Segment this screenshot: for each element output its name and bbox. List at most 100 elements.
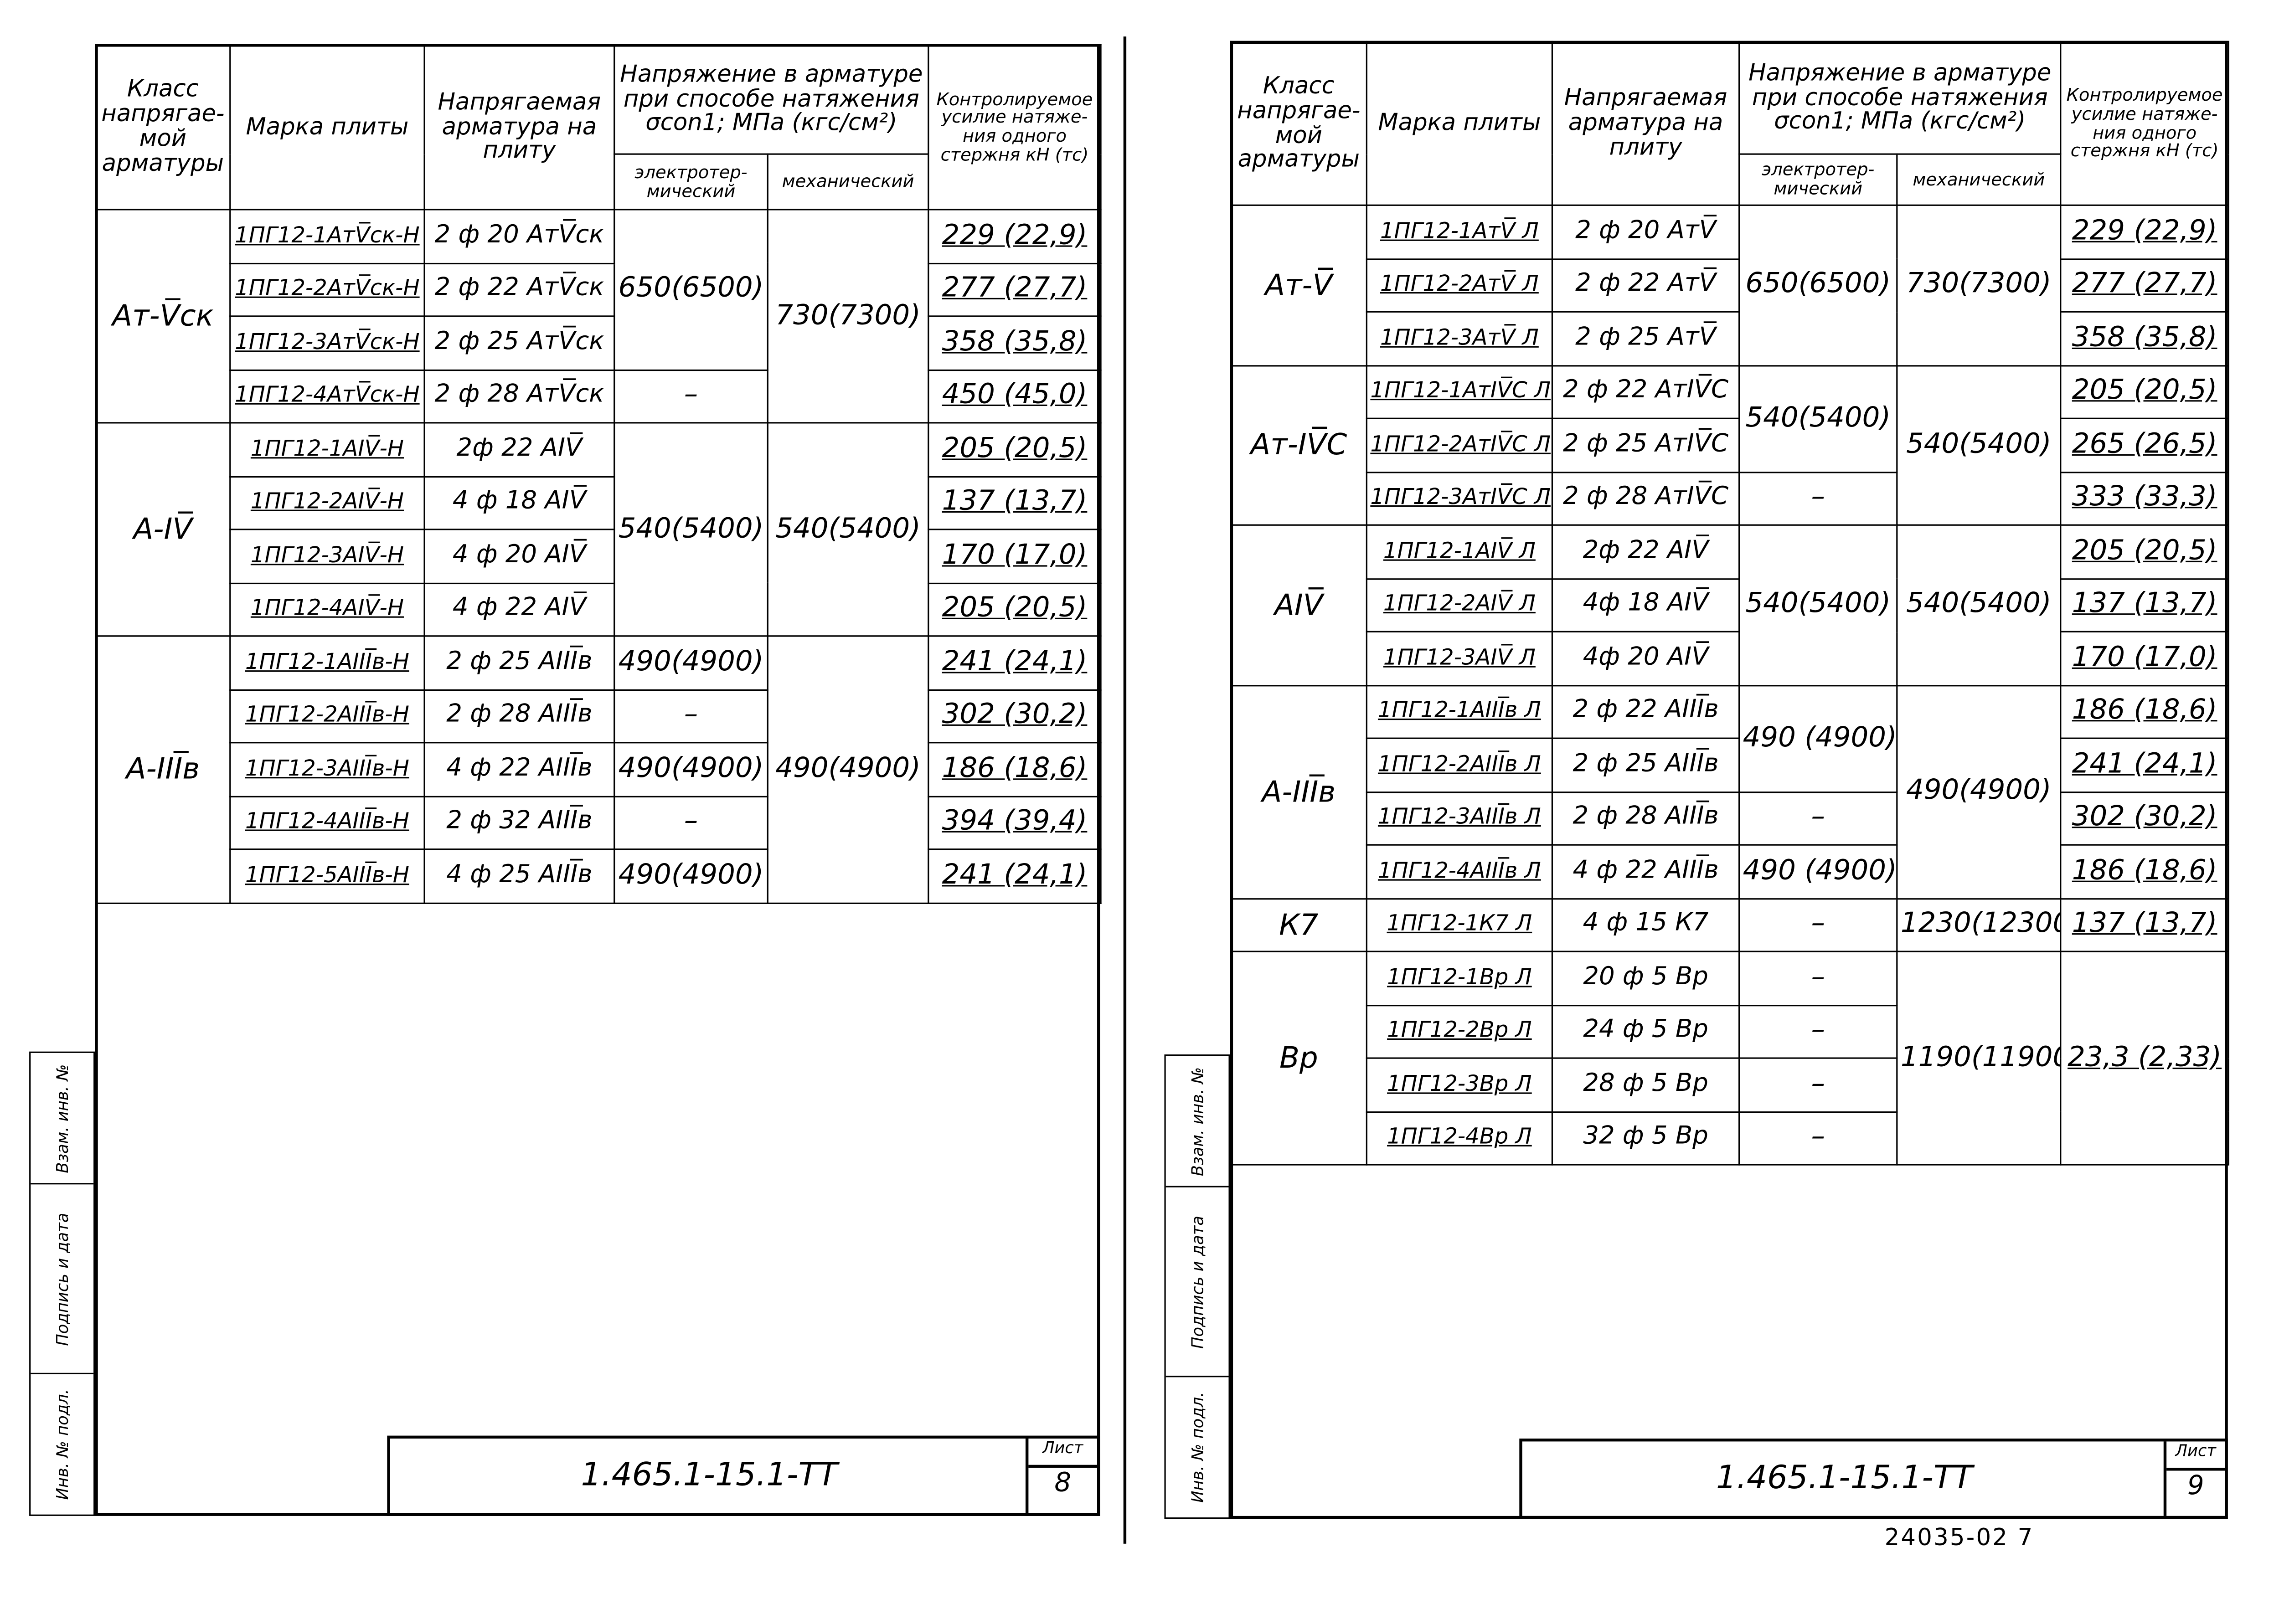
mark-cell: 1ПГ12-3АтV̅ Л (1366, 311, 1553, 366)
force-cell: 265 (26,5) (2060, 417, 2230, 473)
force-cell: 205 (20,5) (928, 582, 1102, 637)
force-cell: 23,3 (2,33) (2060, 951, 2230, 1166)
class-cell: Ат-V̅ (1230, 204, 1367, 366)
stamp-sign: Подпись и дата (52, 1212, 72, 1346)
mark-cell: 1ПГ12-3Вр Л (1366, 1057, 1553, 1112)
mark-cell: 1ПГ12-3АIII̅в Л (1366, 791, 1553, 846)
page-divider (1123, 36, 1127, 1544)
electro-stress-cell: 490(4900) (614, 848, 768, 904)
rebar-cell: 4 ф 15 К7 (1551, 897, 1740, 952)
mech-stress-cell: 540(5400) (1896, 364, 2062, 526)
header-force: Контролируемое усилие натяже- ния одного… (2060, 41, 2230, 206)
mark-cell: 1ПГ12-3АIV̅ Л (1366, 631, 1553, 686)
mark-cell: 1ПГ12-5АIII̅в-Н (229, 848, 425, 904)
header-mark: Марка плиты (229, 44, 425, 211)
header-electro: электротер- мический (1738, 153, 1898, 206)
stamp-sign: Подпись и дата (1187, 1215, 1207, 1348)
class-cell: К7 (1230, 897, 1367, 952)
mark-cell: 1ПГ12-1АIII̅в Л (1366, 684, 1553, 739)
force-cell: 186 (18,6) (2060, 844, 2230, 899)
mech-stress-cell: 490(4900) (1896, 684, 2062, 899)
table-row: 1ПГ12-2Вр Л 24 ф 5 Вр – (1231, 1004, 2228, 1059)
rebar-cell: 2 ф 20 АтV̅ск (423, 209, 615, 264)
electro-stress-cell: – (1738, 951, 1898, 1006)
header-force: Контролируемое усилие натяже- ния одного… (928, 44, 1102, 211)
header-mark: Марка плиты (1366, 41, 1553, 206)
rebar-cell: 4 ф 20 АIV̅ (423, 529, 615, 584)
rebar-cell: 2 ф 25 АтV̅ск (423, 315, 615, 370)
header-rebar: Напрягаемая арматура на плиту (423, 44, 615, 211)
force-cell: 205 (20,5) (928, 422, 1102, 477)
mark-cell: 1ПГ12-3АтV̅ск-Н (229, 315, 425, 370)
rebar-cell: 2 ф 25 АтV̅ (1551, 311, 1740, 366)
right-title-block: 1.465.1-15.1-ТТ Лист 9 (1519, 1439, 2228, 1519)
mark-cell: 1ПГ12-2АIII̅в-Н (229, 689, 425, 744)
left-table: Класс напрягае- мой арматуры Марка плиты Н… (95, 44, 1102, 904)
force-cell: 229 (22,9) (928, 209, 1102, 264)
electro-stress-cell: – (614, 795, 768, 850)
rebar-cell: 20 ф 5 Вр (1551, 951, 1740, 1006)
table-row: 1ПГ12-5АIII̅в-Н 4 ф 25 АIII̅в 490(4900) 241… (96, 848, 1102, 904)
force-cell: 277 (27,7) (928, 262, 1102, 317)
table-row: 1ПГ12-4АIV̅-Н 4 ф 22 АIV̅ 205 (20,5) (96, 582, 1102, 637)
class-cell: АIV̅ (1230, 524, 1367, 686)
force-cell: 333 (33,3) (2060, 471, 2230, 526)
force-cell: 186 (18,6) (2060, 684, 2230, 739)
table-row: 1ПГ12-2АIV̅ Л 4ф 18 АIV̅ 137 (13,7) (1231, 577, 2230, 632)
rebar-cell: 2 ф 22 АтV̅ск (423, 262, 615, 317)
subheader-row: электротер- мический механический (1231, 153, 2228, 206)
mark-cell: 1ПГ12-2АIII̅в Л (1366, 737, 1553, 792)
table-row: 1ПГ12-4АтV̅ск-Н 2 ф 28 АтV̅ск – 450 (45,0) (96, 369, 1102, 424)
electro-stress-cell: 490 (4900) (1738, 684, 1898, 792)
mark-cell: 1ПГ12-2АтIV̅С Л (1366, 417, 1553, 473)
left-stamp: Взам. инв. № Подпись и дата Инв. № подл. (29, 1051, 95, 1516)
force-cell: 205 (20,5) (2060, 524, 2230, 579)
stamp-inv: Инв. № подл. (1187, 1392, 1207, 1503)
electro-stress-cell: 540(5400) (1738, 364, 1898, 473)
electro-stress-cell: – (614, 369, 768, 424)
force-cell: 241 (24,1) (928, 848, 1102, 904)
electro-stress-cell: 650(6500) (614, 209, 768, 370)
stamp-inv: Инв. № подл. (52, 1389, 72, 1500)
force-cell: 241 (24,1) (928, 635, 1102, 690)
table-row: 1ПГ12-2АIV̅-Н 4 ф 18 АIV̅ 137 (13,7) (96, 475, 1102, 530)
rebar-cell: 2 ф 25 АтIV̅С (1551, 417, 1740, 473)
mark-cell: 1ПГ12-2АIV̅ Л (1366, 577, 1553, 632)
mark-cell: 1ПГ12-3АIII̅в-Н (229, 742, 425, 797)
electro-stress-cell: – (1738, 471, 1898, 526)
rebar-cell: 4 ф 18 АIV̅ (423, 475, 615, 530)
force-cell: 137 (13,7) (928, 475, 1102, 530)
table-row: А-IV̅ 1ПГ12-1АIV̅-Н 2ф 22 АIV̅ 540(5400) 540… (95, 422, 1102, 637)
mark-cell: 1ПГ12-3АIV̅-Н (229, 529, 425, 584)
rebar-cell: 2 ф 28 АтIV̅С (1551, 471, 1740, 526)
mark-cell: 1ПГ12-1К7 Л (1366, 897, 1553, 952)
force-cell: 205 (20,5) (2060, 364, 2230, 419)
header-electro: электротер- мический (614, 153, 768, 211)
sheet-number-cell: Лист 8 (1025, 1439, 1098, 1513)
sheet-code: 1.465.1-15.1-ТТ (1716, 1460, 1973, 1497)
header-mech: механический (767, 153, 929, 211)
header-class: Класс напрягае- мой арматуры (1230, 41, 1367, 206)
table-row: А-III̅в 1ПГ12-1АIII̅в-Н 2 ф 25 АIII̅в 490(4… (95, 635, 1102, 904)
rebar-cell: 32 ф 5 Вр (1551, 1110, 1740, 1166)
mark-cell: 1ПГ12-1АтIV̅С Л (1366, 364, 1553, 419)
mech-stress-cell: 730(7300) (1896, 204, 2062, 366)
force-cell: 358 (35,8) (928, 315, 1102, 370)
sheet-label: Лист (2166, 1441, 2225, 1471)
sheet-number: 8 (1054, 1468, 1072, 1499)
table-row: Ат-V̅ск 1ПГ12-1АтV̅ск-Н 2 ф 20 АтV̅ск 650(6… (95, 209, 1102, 424)
mark-cell: 1ПГ12-2АтV̅ Л (1366, 257, 1553, 313)
electro-stress-cell: – (1738, 1057, 1898, 1112)
electro-stress-cell: – (1738, 1004, 1898, 1059)
mark-cell: 1ПГ12-1АIII̅в-Н (229, 635, 425, 690)
force-cell: 277 (27,7) (2060, 257, 2230, 313)
